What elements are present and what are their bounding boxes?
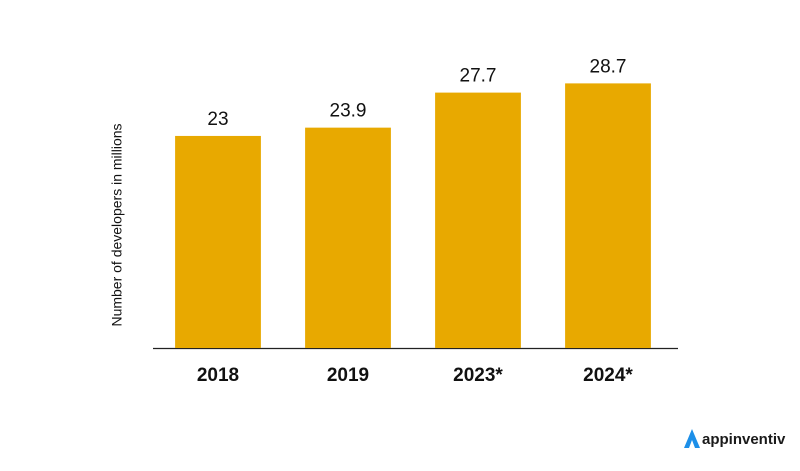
x-tick-label: 2024* xyxy=(583,365,633,386)
bar xyxy=(175,135,261,348)
bar xyxy=(305,127,391,348)
x-tick-label: 2019 xyxy=(327,365,369,386)
x-tick-label: 2018 xyxy=(197,365,239,386)
brand-name: appinventiv xyxy=(702,431,786,448)
bar xyxy=(435,92,521,348)
bar xyxy=(565,83,651,349)
y-axis-label: Number of developers in millions xyxy=(109,123,125,326)
value-label: 27.7 xyxy=(460,66,497,87)
value-label: 23 xyxy=(207,109,228,130)
x-tick-label: 2023* xyxy=(453,365,503,386)
value-label: 28.7 xyxy=(590,56,627,77)
logo-icon xyxy=(684,429,700,448)
value-label: 23.9 xyxy=(330,101,367,122)
logo: appinventiv xyxy=(684,429,786,448)
